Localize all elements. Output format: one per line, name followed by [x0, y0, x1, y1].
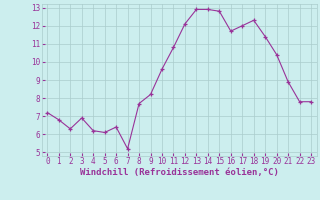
X-axis label: Windchill (Refroidissement éolien,°C): Windchill (Refroidissement éolien,°C)	[80, 168, 279, 177]
